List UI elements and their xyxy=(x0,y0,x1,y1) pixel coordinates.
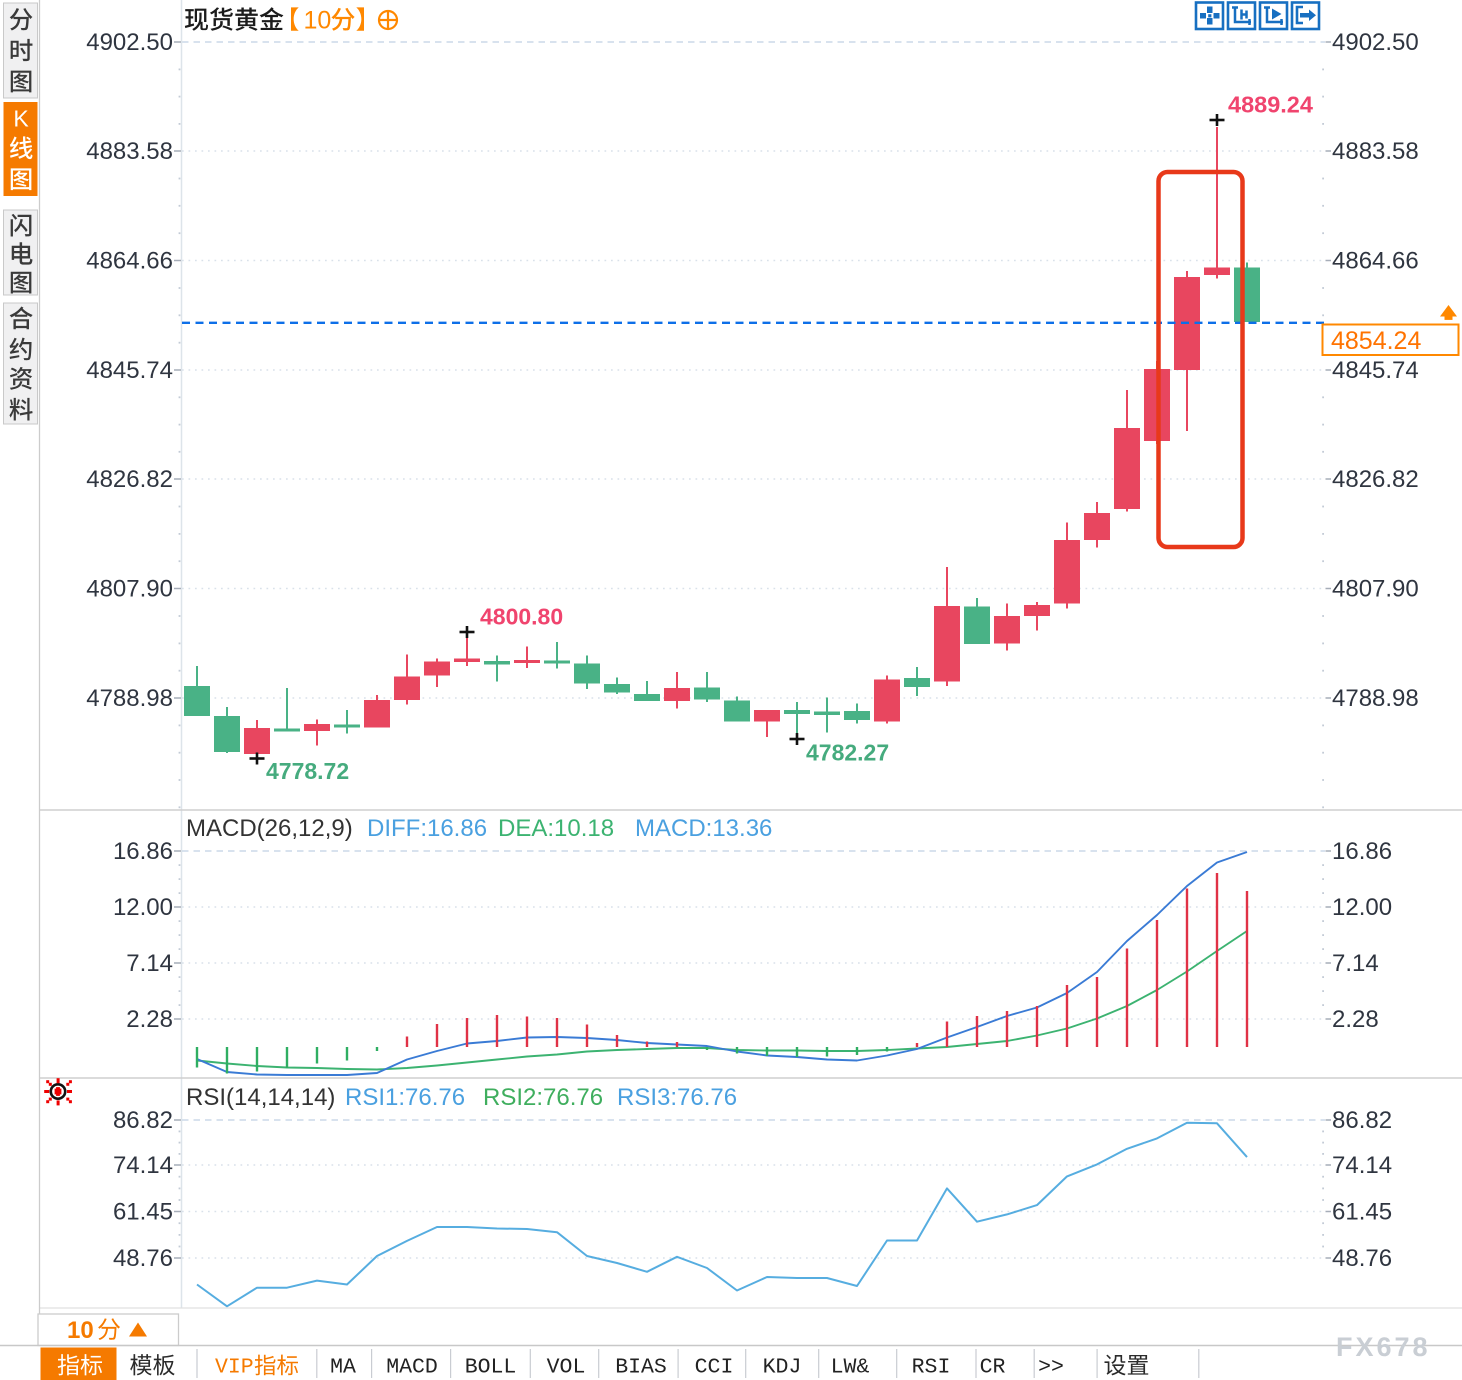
svg-text:RSI3:76.76: RSI3:76.76 xyxy=(617,1084,737,1111)
svg-text:MACD:13.36: MACD:13.36 xyxy=(635,815,772,842)
svg-text:4788.98: 4788.98 xyxy=(1332,685,1419,712)
svg-text:86.82: 86.82 xyxy=(1332,1107,1392,1134)
svg-text:DEA:10.18: DEA:10.18 xyxy=(498,815,614,842)
svg-text:4845.74: 4845.74 xyxy=(1332,357,1419,384)
svg-text:61.45: 61.45 xyxy=(113,1199,173,1226)
svg-text:DIFF:16.86: DIFF:16.86 xyxy=(367,815,487,842)
svg-text:>>: >> xyxy=(1038,1356,1064,1380)
svg-text:12.00: 12.00 xyxy=(1332,894,1392,921)
svg-text:4864.66: 4864.66 xyxy=(1332,248,1419,275)
svg-text:RSI2:76.76: RSI2:76.76 xyxy=(483,1084,603,1111)
svg-text:10: 10 xyxy=(67,1317,94,1344)
svg-text:16.86: 16.86 xyxy=(113,838,173,865)
svg-text:4826.82: 4826.82 xyxy=(1332,466,1419,493)
svg-text:CR: CR xyxy=(980,1356,1006,1380)
svg-text:BOLL: BOLL xyxy=(465,1356,517,1380)
svg-text:K: K xyxy=(13,106,29,132)
svg-text:MA: MA xyxy=(330,1356,356,1380)
svg-text:4807.90: 4807.90 xyxy=(86,576,173,603)
svg-text:KDJ: KDJ xyxy=(763,1356,802,1380)
svg-text:74.14: 74.14 xyxy=(1332,1152,1392,1179)
svg-text:74.14: 74.14 xyxy=(113,1152,173,1179)
svg-text:10: 10 xyxy=(304,7,332,35)
svg-text:7.14: 7.14 xyxy=(126,950,173,977)
svg-text:86.82: 86.82 xyxy=(113,1107,173,1134)
svg-text:4845.74: 4845.74 xyxy=(86,357,173,384)
svg-text:MACD(26,12,9): MACD(26,12,9) xyxy=(186,815,353,842)
svg-text:4782.27: 4782.27 xyxy=(806,740,889,766)
svg-text:4902.50: 4902.50 xyxy=(86,29,173,56)
svg-text:LW&: LW& xyxy=(831,1356,870,1380)
svg-text:4889.24: 4889.24 xyxy=(1228,92,1313,118)
svg-text:12.00: 12.00 xyxy=(113,894,173,921)
svg-text:FX678: FX678 xyxy=(1336,1332,1431,1362)
svg-text:RSI: RSI xyxy=(912,1356,951,1380)
svg-text:61.45: 61.45 xyxy=(1332,1199,1392,1226)
svg-text:BIAS: BIAS xyxy=(615,1356,667,1380)
svg-text:RSI(14,14,14): RSI(14,14,14) xyxy=(186,1084,335,1111)
svg-text:4788.98: 4788.98 xyxy=(86,685,173,712)
svg-text:VIP: VIP xyxy=(215,1356,254,1380)
svg-text:16.86: 16.86 xyxy=(1332,838,1392,865)
svg-text:CCI: CCI xyxy=(695,1356,734,1380)
svg-text:MACD: MACD xyxy=(386,1356,438,1380)
svg-text:4826.82: 4826.82 xyxy=(86,466,173,493)
svg-text:4902.50: 4902.50 xyxy=(1332,29,1419,56)
svg-text:4800.80: 4800.80 xyxy=(480,604,563,630)
svg-text:4778.72: 4778.72 xyxy=(266,758,349,784)
svg-text:2.28: 2.28 xyxy=(126,1006,173,1033)
svg-text:4864.66: 4864.66 xyxy=(86,248,173,275)
svg-text:4883.58: 4883.58 xyxy=(86,138,173,165)
svg-text:4883.58: 4883.58 xyxy=(1332,138,1419,165)
svg-text:4854.24: 4854.24 xyxy=(1331,327,1421,355)
svg-text:48.76: 48.76 xyxy=(113,1245,173,1272)
svg-text:VOL: VOL xyxy=(547,1356,586,1380)
svg-text:RSI1:76.76: RSI1:76.76 xyxy=(345,1084,465,1111)
svg-text:7.14: 7.14 xyxy=(1332,950,1379,977)
svg-text:4807.90: 4807.90 xyxy=(1332,576,1419,603)
svg-text:48.76: 48.76 xyxy=(1332,1245,1392,1272)
svg-text:2.28: 2.28 xyxy=(1332,1006,1379,1033)
